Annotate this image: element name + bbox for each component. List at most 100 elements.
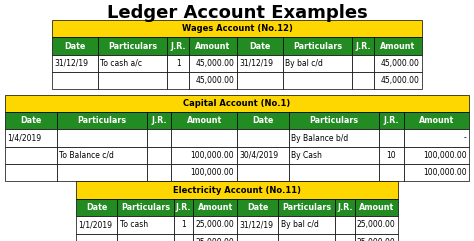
FancyBboxPatch shape [335,199,355,216]
FancyBboxPatch shape [374,37,422,55]
FancyBboxPatch shape [5,147,57,164]
Text: Particulars: Particulars [293,41,342,51]
FancyBboxPatch shape [352,37,374,55]
Text: J.R.: J.R. [356,41,371,51]
FancyBboxPatch shape [52,72,98,89]
Text: 100,000.00: 100,000.00 [423,151,466,160]
FancyBboxPatch shape [98,37,167,55]
Text: 31/12/19: 31/12/19 [55,59,89,68]
FancyBboxPatch shape [237,216,278,234]
Text: Amount: Amount [187,116,222,125]
FancyBboxPatch shape [5,95,469,112]
Text: By Balance b/d: By Balance b/d [292,134,348,143]
FancyBboxPatch shape [172,147,237,164]
FancyBboxPatch shape [117,216,174,234]
FancyBboxPatch shape [52,20,422,37]
FancyBboxPatch shape [404,129,469,147]
Text: By Cash: By Cash [292,151,322,160]
Text: Date: Date [86,203,107,212]
FancyBboxPatch shape [167,72,189,89]
FancyBboxPatch shape [374,55,422,72]
FancyBboxPatch shape [174,216,193,234]
FancyBboxPatch shape [237,147,289,164]
Text: Particulars: Particulars [282,203,331,212]
Text: 31/12/19: 31/12/19 [239,220,273,229]
Text: 45,000.00: 45,000.00 [380,59,419,68]
Text: 1/1/2019: 1/1/2019 [78,220,112,229]
FancyBboxPatch shape [5,112,57,129]
Text: 45,000.00: 45,000.00 [195,76,234,85]
FancyBboxPatch shape [76,216,117,234]
FancyBboxPatch shape [193,234,237,241]
FancyBboxPatch shape [237,129,289,147]
FancyBboxPatch shape [237,37,283,55]
FancyBboxPatch shape [147,164,172,181]
FancyBboxPatch shape [352,72,374,89]
Text: 10: 10 [387,151,396,160]
FancyBboxPatch shape [278,216,335,234]
Text: To cash a/c: To cash a/c [100,59,142,68]
FancyBboxPatch shape [278,199,335,216]
FancyBboxPatch shape [379,147,404,164]
FancyBboxPatch shape [189,72,237,89]
FancyBboxPatch shape [52,55,98,72]
FancyBboxPatch shape [193,216,237,234]
FancyBboxPatch shape [174,234,193,241]
FancyBboxPatch shape [283,37,352,55]
Text: Date: Date [247,203,268,212]
Text: Date: Date [20,116,41,125]
FancyBboxPatch shape [379,164,404,181]
FancyBboxPatch shape [355,216,398,234]
Text: Particulars: Particulars [108,41,157,51]
FancyBboxPatch shape [237,164,289,181]
Text: 1: 1 [181,220,186,229]
Text: J.R.: J.R. [337,203,353,212]
Text: 30/4/2019: 30/4/2019 [239,151,279,160]
FancyBboxPatch shape [147,129,172,147]
Text: Amount: Amount [380,41,416,51]
FancyBboxPatch shape [117,199,174,216]
Text: 25,000.00: 25,000.00 [195,238,234,241]
Text: 25,000.00: 25,000.00 [356,238,395,241]
FancyBboxPatch shape [355,234,398,241]
FancyBboxPatch shape [335,234,355,241]
FancyBboxPatch shape [237,112,289,129]
Text: 100,000.00: 100,000.00 [191,151,234,160]
FancyBboxPatch shape [167,37,189,55]
Text: By bal c/d: By bal c/d [281,220,319,229]
Text: Electricity Account (No.11): Electricity Account (No.11) [173,186,301,195]
Text: Amount: Amount [419,116,454,125]
Text: To cash: To cash [119,220,148,229]
Text: J.R.: J.R. [176,203,191,212]
Text: Particulars: Particulars [77,116,126,125]
FancyBboxPatch shape [172,129,237,147]
FancyBboxPatch shape [147,112,172,129]
FancyBboxPatch shape [352,55,374,72]
FancyBboxPatch shape [355,199,398,216]
FancyBboxPatch shape [289,112,379,129]
Text: 25,000.00: 25,000.00 [356,220,395,229]
Text: Amount: Amount [198,203,233,212]
FancyBboxPatch shape [76,234,117,241]
Text: 1: 1 [176,59,181,68]
Text: Amount: Amount [359,203,394,212]
Text: Date: Date [64,41,86,51]
FancyBboxPatch shape [174,199,193,216]
FancyBboxPatch shape [98,72,167,89]
FancyBboxPatch shape [404,112,469,129]
FancyBboxPatch shape [374,72,422,89]
FancyBboxPatch shape [57,164,147,181]
Text: Wages Account (No.12): Wages Account (No.12) [182,24,292,33]
FancyBboxPatch shape [237,55,283,72]
FancyBboxPatch shape [283,55,352,72]
FancyBboxPatch shape [76,181,398,199]
FancyBboxPatch shape [237,72,283,89]
FancyBboxPatch shape [193,199,237,216]
Text: 100,000.00: 100,000.00 [191,168,234,177]
Text: Amount: Amount [195,41,231,51]
FancyBboxPatch shape [237,234,278,241]
FancyBboxPatch shape [404,164,469,181]
Text: To Balance c/d: To Balance c/d [59,151,114,160]
Text: -: - [464,134,466,143]
Text: By bal c/d: By bal c/d [285,59,323,68]
